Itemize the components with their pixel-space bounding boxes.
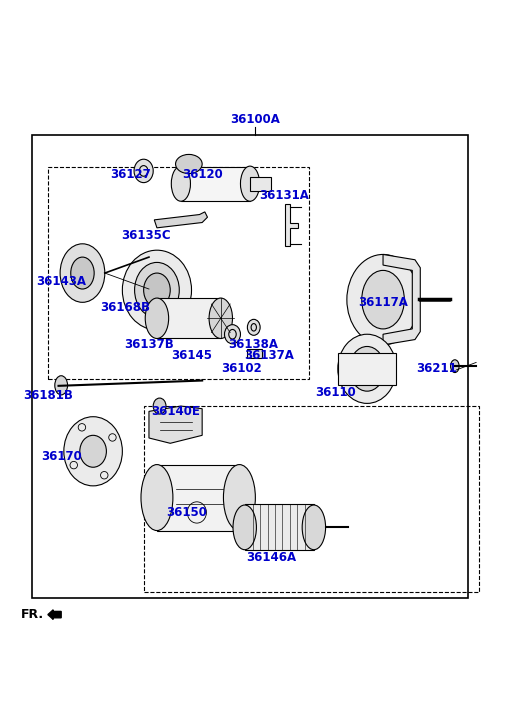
- Polygon shape: [149, 406, 202, 443]
- Ellipse shape: [145, 298, 169, 339]
- Bar: [144, 406, 479, 593]
- Ellipse shape: [302, 505, 326, 550]
- Ellipse shape: [55, 376, 68, 395]
- Ellipse shape: [451, 360, 459, 372]
- Ellipse shape: [247, 319, 260, 335]
- Text: 36137B: 36137B: [124, 338, 174, 351]
- Ellipse shape: [176, 154, 202, 174]
- Bar: [181, 166, 250, 201]
- Ellipse shape: [80, 435, 106, 467]
- Ellipse shape: [171, 166, 190, 201]
- Ellipse shape: [347, 254, 419, 345]
- Text: 36170: 36170: [41, 450, 81, 463]
- Ellipse shape: [362, 270, 404, 329]
- Ellipse shape: [141, 465, 173, 531]
- Polygon shape: [154, 212, 207, 228]
- Bar: [247, 349, 262, 358]
- Ellipse shape: [144, 273, 170, 307]
- Bar: [157, 465, 239, 531]
- Text: 36143A: 36143A: [36, 275, 86, 288]
- Polygon shape: [285, 204, 298, 246]
- Text: 36117A: 36117A: [358, 296, 408, 309]
- Ellipse shape: [60, 244, 105, 302]
- Text: 36127: 36127: [110, 168, 151, 181]
- Ellipse shape: [122, 250, 192, 330]
- FancyArrow shape: [48, 610, 61, 619]
- Text: 36102: 36102: [222, 362, 262, 375]
- Ellipse shape: [350, 347, 385, 391]
- Bar: [32, 134, 468, 598]
- Text: 36135C: 36135C: [121, 229, 171, 242]
- Text: 36110: 36110: [315, 386, 355, 399]
- Text: 36181B: 36181B: [23, 389, 73, 402]
- Ellipse shape: [233, 505, 256, 550]
- Text: FR.: FR.: [21, 608, 44, 621]
- Text: 36120: 36120: [182, 168, 222, 181]
- Text: 36150: 36150: [166, 506, 206, 519]
- Ellipse shape: [338, 334, 396, 403]
- Ellipse shape: [71, 257, 94, 289]
- Bar: [250, 177, 271, 190]
- Ellipse shape: [135, 262, 179, 318]
- Ellipse shape: [223, 465, 255, 531]
- Text: 36145: 36145: [171, 349, 212, 362]
- Bar: [157, 298, 221, 338]
- Text: 36137A: 36137A: [244, 349, 294, 362]
- Bar: [245, 505, 314, 550]
- Text: 36140E: 36140E: [151, 405, 200, 418]
- Text: 36100A: 36100A: [230, 113, 280, 126]
- Ellipse shape: [225, 325, 240, 344]
- Text: 36211: 36211: [416, 362, 456, 375]
- Ellipse shape: [153, 398, 166, 414]
- Bar: [338, 353, 396, 385]
- Ellipse shape: [64, 417, 122, 486]
- Text: 36138A: 36138A: [228, 338, 278, 351]
- Ellipse shape: [209, 298, 232, 339]
- Ellipse shape: [134, 159, 153, 182]
- Polygon shape: [383, 254, 420, 345]
- Bar: [48, 166, 309, 379]
- Text: 36168B: 36168B: [100, 301, 150, 314]
- Ellipse shape: [240, 166, 260, 201]
- Text: 36131A: 36131A: [260, 190, 310, 202]
- Text: 36146A: 36146A: [246, 551, 296, 564]
